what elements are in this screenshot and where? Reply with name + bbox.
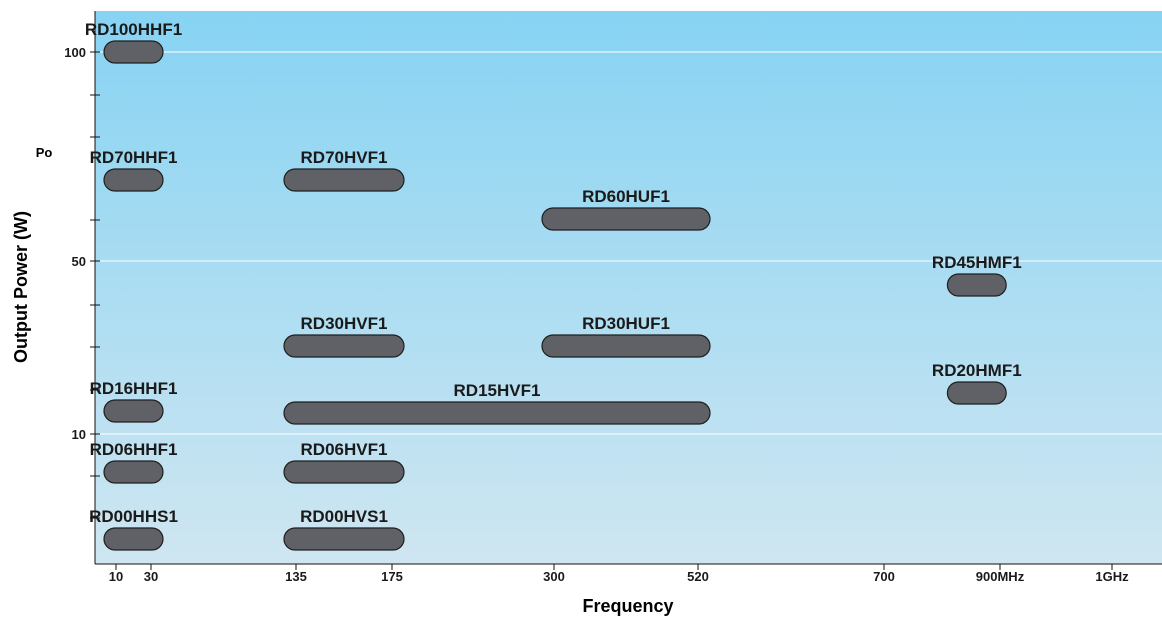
range-bar — [283, 460, 405, 484]
range-bar-label: RD16HHF1 — [90, 379, 178, 398]
range-bar-label: RD30HUF1 — [582, 314, 670, 333]
range-bar — [103, 460, 164, 484]
bars: RD100HHF1 RD70HHF1 RD70HVF1 RD60HUF1 RD45HMF… — [85, 20, 1022, 551]
y-tick-label: 10 — [72, 427, 86, 442]
range-bar — [541, 207, 711, 231]
range-bar-label: RD00HHS1 — [89, 507, 178, 526]
range-bar-label: RD00HVS1 — [300, 507, 388, 526]
range-bar — [103, 399, 164, 423]
range-bar — [283, 401, 711, 425]
range-bar-label: RD06HHF1 — [90, 440, 178, 459]
range-bar-label: RD45HMF1 — [932, 253, 1022, 272]
range-bar-label: RD30HVF1 — [301, 314, 388, 333]
x-tick-label: 300 — [543, 569, 565, 584]
range-bar — [541, 334, 711, 358]
range-bar-label: RD70HHF1 — [90, 148, 178, 167]
x-axis-label: Frequency — [582, 596, 673, 616]
range-bar — [283, 527, 405, 551]
range-bar-label: RD15HVF1 — [454, 381, 541, 400]
x-tick-label: 175 — [381, 569, 403, 584]
grid-lines — [95, 51, 1162, 435]
x-tick-label: 1GHz — [1095, 569, 1129, 584]
range-bar — [103, 527, 164, 551]
x-tick-label: 10 — [109, 569, 123, 584]
x-tick-label: 30 — [144, 569, 158, 584]
range-bar-label: RD70HVF1 — [301, 148, 388, 167]
range-bar — [283, 334, 405, 358]
x-tick-label: 135 — [285, 569, 307, 584]
range-bar-label: RD06HVF1 — [301, 440, 388, 459]
y-axis-label: Output Power (W) — [11, 211, 31, 363]
x-tick-label: 520 — [687, 569, 709, 584]
range-bar — [946, 381, 1007, 405]
x-tick-label: 900MHz — [976, 569, 1025, 584]
range-bar — [283, 168, 405, 192]
range-bar — [946, 273, 1007, 297]
y-axis-symbol: Po — [36, 145, 53, 160]
range-bar — [103, 168, 164, 192]
range-bar — [103, 40, 164, 64]
axis-ticks: 100 50 10 10 30 135 175 300 520 700 900MHz 1GHz — [64, 45, 1129, 584]
y-tick-label: 50 — [72, 254, 86, 269]
range-bar-label: RD100HHF1 — [85, 20, 182, 39]
x-tick-label: 700 — [873, 569, 895, 584]
y-tick-label: 100 — [64, 45, 86, 60]
range-bar-label: RD60HUF1 — [582, 187, 670, 206]
range-bar-label: RD20HMF1 — [932, 361, 1022, 380]
